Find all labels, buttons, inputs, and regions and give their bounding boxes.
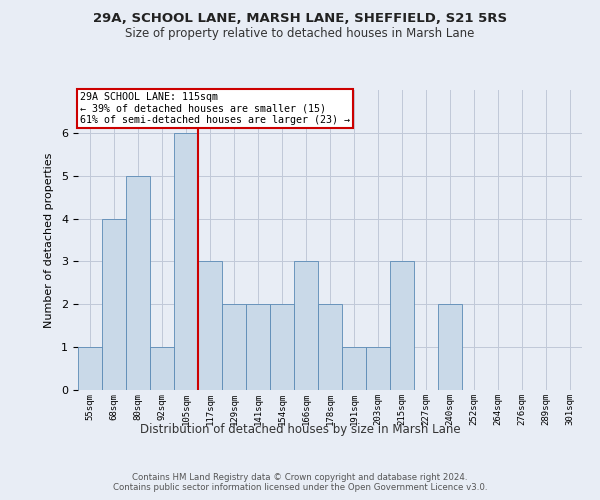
Text: 29A SCHOOL LANE: 115sqm
← 39% of detached houses are smaller (15)
61% of semi-de: 29A SCHOOL LANE: 115sqm ← 39% of detache… bbox=[80, 92, 350, 126]
Text: Size of property relative to detached houses in Marsh Lane: Size of property relative to detached ho… bbox=[125, 28, 475, 40]
Bar bbox=[270, 304, 294, 390]
Bar bbox=[222, 304, 246, 390]
Y-axis label: Number of detached properties: Number of detached properties bbox=[44, 152, 54, 328]
Bar bbox=[150, 347, 174, 390]
Bar bbox=[102, 218, 126, 390]
Text: Contains public sector information licensed under the Open Government Licence v3: Contains public sector information licen… bbox=[113, 484, 487, 492]
Text: Contains HM Land Registry data © Crown copyright and database right 2024.: Contains HM Land Registry data © Crown c… bbox=[132, 472, 468, 482]
Bar bbox=[366, 347, 390, 390]
Bar bbox=[126, 176, 150, 390]
Bar bbox=[342, 347, 366, 390]
Text: 29A, SCHOOL LANE, MARSH LANE, SHEFFIELD, S21 5RS: 29A, SCHOOL LANE, MARSH LANE, SHEFFIELD,… bbox=[93, 12, 507, 26]
Bar bbox=[78, 347, 102, 390]
Bar bbox=[294, 262, 318, 390]
Bar bbox=[438, 304, 462, 390]
Bar bbox=[174, 133, 198, 390]
Bar bbox=[246, 304, 270, 390]
Bar bbox=[318, 304, 342, 390]
Bar bbox=[198, 262, 222, 390]
Bar bbox=[390, 262, 414, 390]
Text: Distribution of detached houses by size in Marsh Lane: Distribution of detached houses by size … bbox=[140, 422, 460, 436]
